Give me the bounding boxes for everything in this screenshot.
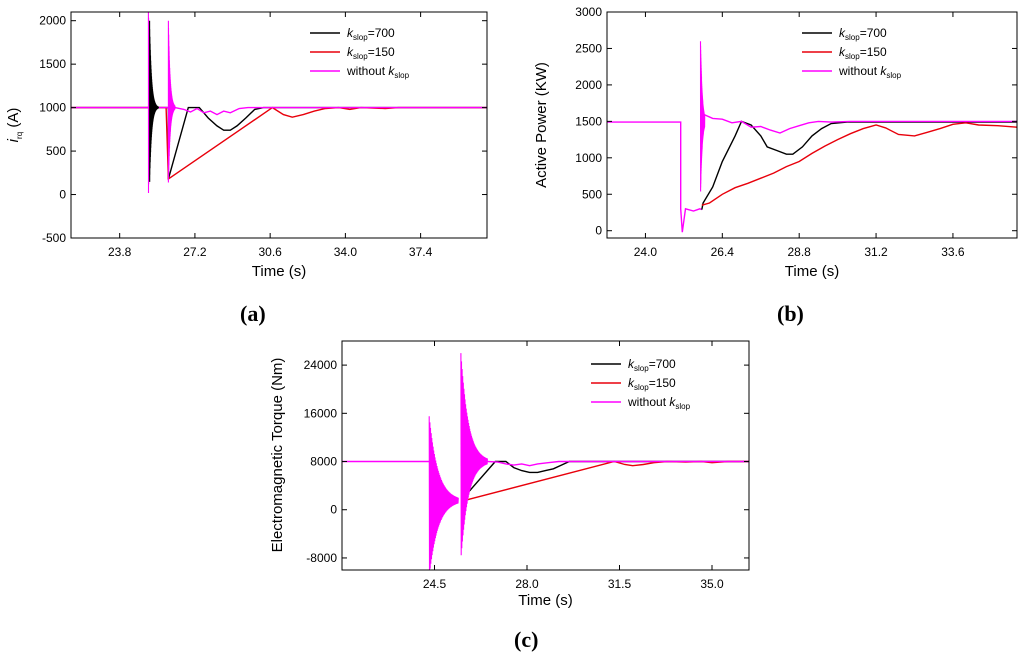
y-tick-label: 2500 (575, 41, 602, 55)
x-tick-label: 30.6 (258, 245, 282, 259)
y-tick-label: 3000 (575, 5, 602, 19)
series-line-without (702, 113, 1017, 134)
x-axis-label: Time (s) (518, 592, 572, 609)
legend-entry: kslop=700 (347, 26, 395, 42)
legend-entry: without kslop (627, 395, 691, 411)
transient-burst-k700 (149, 20, 159, 182)
panel-label: (b) (777, 301, 804, 326)
y-tick-label: 1500 (39, 57, 66, 71)
transient-burst-without (428, 416, 459, 570)
series-line-k700 (71, 106, 487, 180)
panel-b: 24.0 26.4 28.8 31.2 33.6 0 500 1000 1500 2000 2500… (533, 5, 1018, 280)
plot-area (71, 12, 487, 194)
y-tick-label: 1000 (39, 101, 66, 115)
x-tick-label: 26.4 (711, 245, 735, 259)
x-tick-label: 28.8 (788, 245, 812, 259)
y-tick-label: 1500 (575, 114, 602, 128)
x-tick-label: 31.2 (864, 245, 888, 259)
x-tick-label: 23.8 (108, 245, 132, 259)
y-tick-label: 0 (330, 503, 337, 517)
panel-label: (c) (514, 627, 538, 652)
series-line-k150 (463, 460, 749, 502)
x-tick-label: 24.0 (634, 245, 658, 259)
y-tick-label: 1000 (575, 151, 602, 165)
series-line-without (487, 460, 749, 467)
transient-burst-without (167, 20, 176, 183)
series-line-k700 (701, 120, 1017, 210)
y-tick-label: -500 (42, 231, 66, 245)
x-axis-label: Time (s) (252, 263, 306, 280)
plot-frame (341, 340, 750, 571)
y-tick-label: 8000 (310, 455, 337, 469)
x-tick-label: 34.0 (334, 245, 358, 259)
legend-entry: kslop=700 (839, 26, 887, 42)
legend-entry: kslop=150 (628, 376, 676, 392)
plot-area (342, 353, 749, 570)
y-tick-label: -8000 (306, 551, 337, 565)
plot-frame (70, 11, 488, 239)
x-tick-label: 31.5 (608, 577, 632, 591)
x-tick-label: 35.0 (700, 577, 724, 591)
series-line-k700 (463, 460, 749, 499)
legend-entry: kslop=150 (839, 45, 887, 61)
x-tick-label: 37.4 (409, 245, 433, 259)
y-axis-label: irq (A) (5, 108, 24, 143)
y-tick-label: 0 (595, 224, 602, 238)
legend-entry: without kslop (838, 64, 902, 80)
plot-frame (606, 11, 1018, 239)
x-tick-label: 33.6 (941, 245, 965, 259)
y-axis-label: Active Power (KW) (533, 62, 550, 188)
legend-entry: kslop=700 (628, 357, 676, 373)
x-tick-label: 27.2 (183, 245, 207, 259)
y-tick-label: 500 (582, 187, 602, 201)
plot-area (607, 41, 1017, 233)
y-tick-label: 2000 (575, 78, 602, 92)
panel-c: 24.5 28.0 31.5 35.0 -8000 0 8000 16000 24000 Time… (269, 340, 750, 609)
series-line-without (71, 106, 487, 116)
x-axis-label: Time (s) (785, 263, 839, 280)
series-line-k150 (71, 106, 487, 181)
y-tick-label: 2000 (39, 14, 66, 28)
y-tick-label: 0 (59, 188, 66, 202)
y-tick-label: 24000 (304, 358, 338, 372)
x-tick-label: 28.0 (515, 577, 539, 591)
y-tick-label: 16000 (304, 406, 338, 420)
y-tick-label: 500 (46, 144, 66, 158)
series-line-k150 (701, 122, 1017, 206)
panel-label: (a) (240, 301, 266, 326)
legend-entry: without kslop (346, 64, 410, 80)
y-axis-label: Electromagnetic Torque (Nm) (269, 358, 286, 553)
panel-a: 23.8 27.2 30.6 34.0 37.4 -500 0 500 1000 1500 2000… (5, 11, 488, 280)
series-line-without (607, 121, 703, 233)
legend-entry: kslop=150 (347, 45, 395, 61)
transient-burst-without (460, 353, 488, 556)
x-tick-label: 24.5 (423, 577, 447, 591)
transient-burst-without (699, 41, 706, 192)
